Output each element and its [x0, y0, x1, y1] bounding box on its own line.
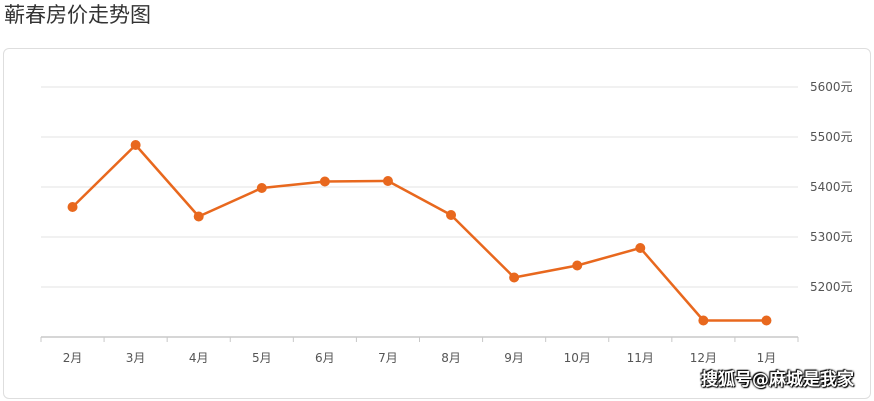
- x-tick-label: 5月: [252, 351, 272, 365]
- y-tick-label: 5500元: [810, 130, 853, 144]
- page-title: 蕲春房价走势图: [4, 3, 151, 27]
- price-series: [67, 140, 772, 326]
- y-tick-label: 5600元: [810, 80, 853, 94]
- data-point[interactable]: [698, 315, 709, 326]
- x-tick-label: 11月: [627, 351, 654, 365]
- x-axis-labels: 2月 3月 4月 5月 6月 7月 8月 9月 10月 11月 12月 1月: [63, 351, 777, 365]
- data-point[interactable]: [67, 202, 78, 212]
- x-tick-label: 3月: [126, 351, 146, 365]
- chart-panel: 5200元 5300元 5400元 5500元 5600元 2月 3月 4月 5月 6月 7月 8月…: [3, 48, 871, 399]
- x-tick-label: 4月: [189, 351, 209, 365]
- y-tick-label: 5400元: [810, 180, 853, 194]
- series-line: [71, 143, 767, 322]
- y-tick-label: 5200元: [810, 280, 853, 294]
- data-point[interactable]: [193, 211, 204, 222]
- data-point[interactable]: [761, 315, 772, 326]
- data-point[interactable]: [130, 140, 141, 150]
- x-tick-label: 7月: [378, 351, 398, 365]
- data-point[interactable]: [319, 176, 330, 187]
- x-tick-label: 10月: [564, 351, 591, 365]
- data-point[interactable]: [256, 183, 267, 193]
- y-axis-labels: 5200元 5300元 5400元 5500元 5600元: [810, 80, 853, 294]
- data-point[interactable]: [446, 210, 457, 220]
- gridlines: [41, 86, 798, 288]
- y-tick-label: 5300元: [810, 230, 853, 244]
- data-point[interactable]: [509, 272, 520, 283]
- x-tick-label: 2月: [63, 351, 83, 365]
- price-line-chart: 5200元 5300元 5400元 5500元 5600元 2月 3月 4月 5月 6月 7月 8月…: [40, 80, 853, 365]
- source-watermark: 搜狐号@麻城是我家: [701, 370, 854, 390]
- x-tick-label: 9月: [504, 351, 524, 365]
- x-tick-label: 1月: [757, 351, 777, 365]
- x-tick-label: 12月: [690, 351, 717, 365]
- data-point[interactable]: [635, 243, 646, 253]
- data-point[interactable]: [382, 176, 393, 186]
- data-point[interactable]: [572, 260, 583, 271]
- x-axis: [40, 336, 799, 342]
- x-tick-label: 6月: [315, 351, 335, 365]
- x-tick-label: 8月: [441, 351, 461, 365]
